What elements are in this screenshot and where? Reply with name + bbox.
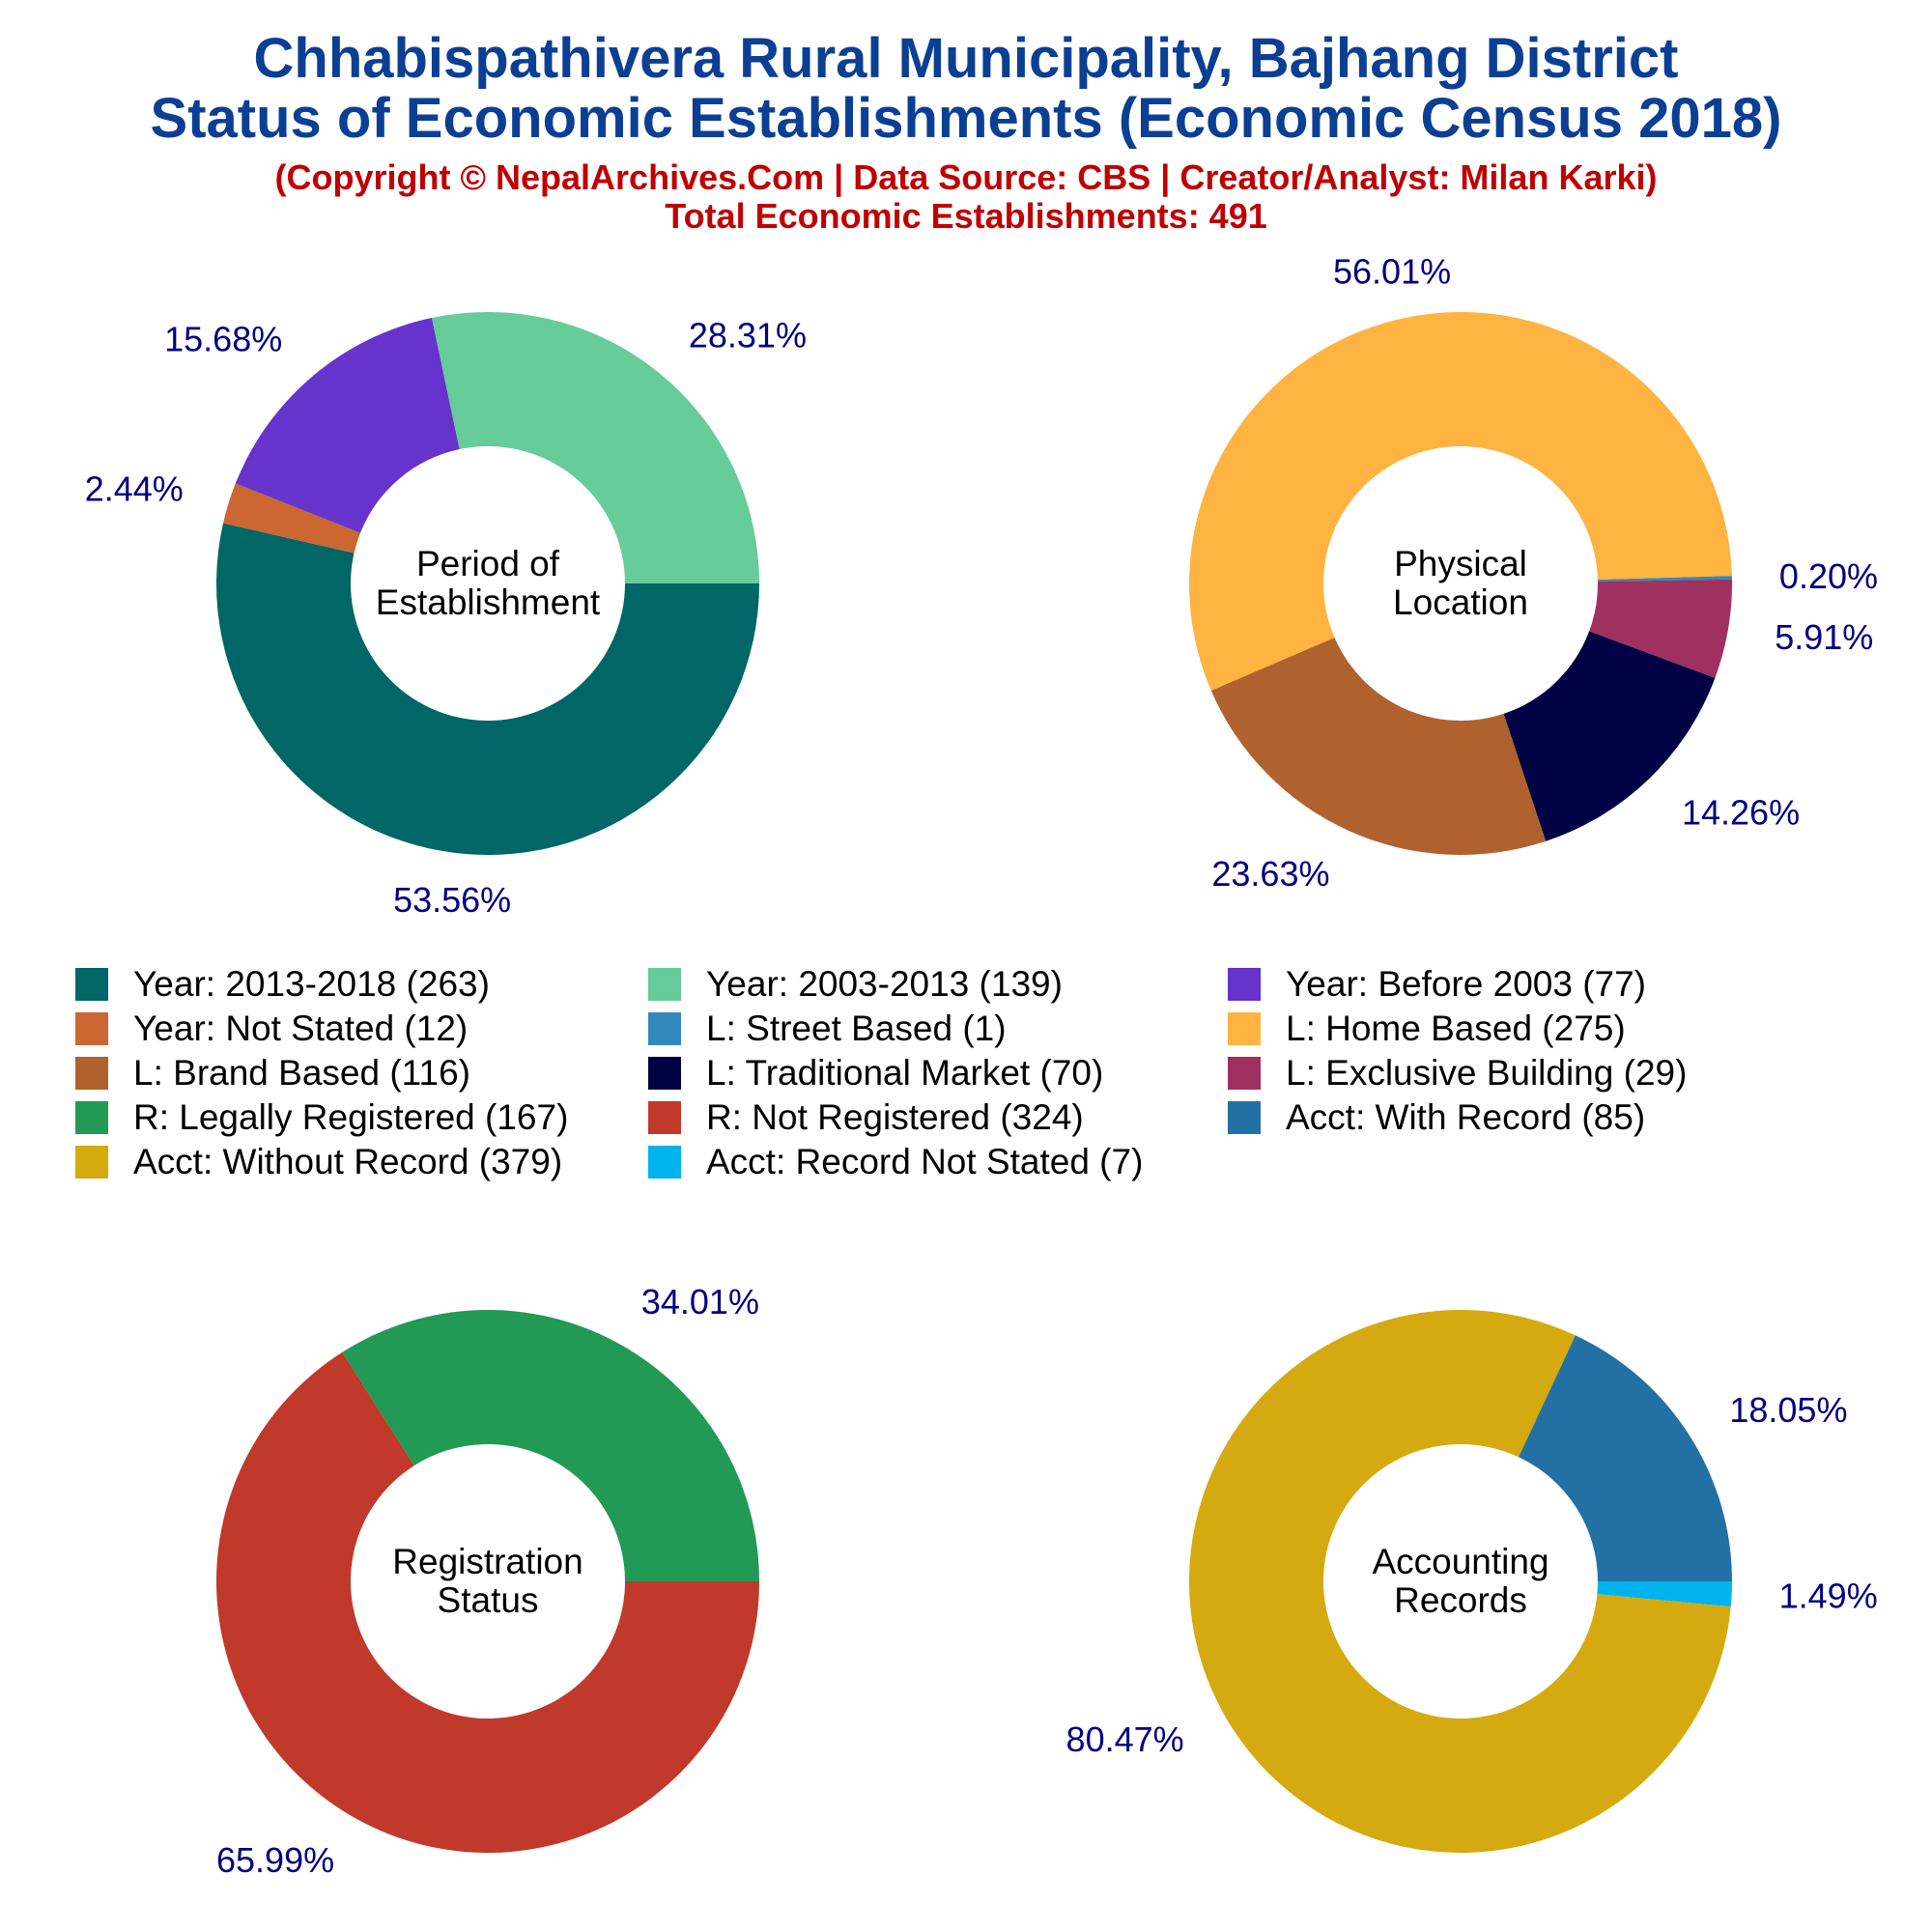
legend-label: Year: 2003-2013 (139)	[706, 964, 1063, 1004]
pie-slice-registration-1	[342, 1310, 759, 1581]
pie-slice-location-1	[1589, 579, 1732, 678]
center-label-registration-0: Registration	[392, 1542, 582, 1581]
legend-label: L: Exclusive Building (29)	[1286, 1053, 1688, 1093]
legend-label: L: Home Based (275)	[1286, 1009, 1626, 1048]
legend-label: Year: Before 2003 (77)	[1286, 964, 1646, 1004]
legend-label: Year: 2013-2018 (263)	[133, 964, 490, 1004]
legend-label: R: Not Registered (324)	[706, 1097, 1084, 1137]
percent-label-period-2: 15.68%	[164, 320, 282, 359]
percent-label-accounting-1: 80.47%	[1066, 1719, 1184, 1759]
donut-chart-location: 0.20% 5.91% 14.26% 23.63% 56.01% PhysicalLoca…	[1189, 252, 1878, 894]
legend-item: L: Brand Based (116)	[75, 1051, 470, 1095]
center-label-location-0: Physical	[1394, 544, 1527, 583]
legend-label: L: Street Based (1)	[706, 1009, 1007, 1048]
legend-swatch	[1228, 968, 1261, 1001]
legend-label: Acct: With Record (85)	[1286, 1097, 1646, 1137]
chart-title-line-1: Chhabispathivera Rural Municipality, Baj…	[253, 27, 1679, 90]
center-label-period-0: Period of	[416, 544, 560, 583]
legend-item: Acct: Record Not Stated (7)	[648, 1140, 1143, 1184]
percent-label-period-1: 2.44%	[85, 469, 184, 508]
legend-item: L: Traditional Market (70)	[648, 1051, 1103, 1095]
percent-label-location-1: 5.91%	[1775, 617, 1873, 657]
legend-swatch	[648, 968, 681, 1001]
legend-item: Acct: Without Record (379)	[75, 1140, 562, 1184]
pie-slice-accounting-2	[1519, 1335, 1732, 1581]
copyright-note: (Copyright © NepalArchives.Com | Data So…	[274, 157, 1658, 197]
legend-item: Year: 2013-2018 (263)	[75, 962, 490, 1007]
legend-label: L: Brand Based (116)	[133, 1053, 470, 1093]
legend-swatch	[75, 1146, 108, 1179]
percent-label-accounting-2: 18.05%	[1729, 1390, 1847, 1430]
pie-slice-location-2	[1503, 631, 1716, 841]
center-label-accounting-0: Accounting	[1372, 1542, 1548, 1581]
percent-label-location-4: 56.01%	[1333, 252, 1451, 292]
donut-chart-period: 53.56% 2.44% 15.68% 28.31% Period ofEstablis…	[85, 312, 807, 920]
center-label-location-1: Location	[1393, 582, 1528, 622]
percent-label-period-3: 28.31%	[689, 316, 807, 355]
legend-label: L: Traditional Market (70)	[706, 1053, 1104, 1093]
legend-swatch	[648, 1057, 681, 1090]
percent-label-registration-1: 34.01%	[641, 1282, 759, 1321]
legend-swatch	[75, 968, 108, 1001]
percent-label-location-2: 14.26%	[1682, 793, 1800, 833]
legend-item: L: Home Based (275)	[1228, 1007, 1626, 1051]
legend-item: Year: 2003-2013 (139)	[648, 962, 1063, 1007]
legend-item: Year: Before 2003 (77)	[1228, 962, 1646, 1007]
legend-item: Year: Not Stated (12)	[75, 1007, 468, 1051]
legend-swatch	[1228, 1101, 1261, 1134]
pie-slice-location-4	[1189, 312, 1732, 691]
pie-slice-accounting-0	[1597, 1581, 1732, 1607]
percent-label-registration-0: 65.99%	[216, 1840, 334, 1880]
legend-item: R: Not Registered (324)	[648, 1095, 1084, 1140]
pie-slice-registration-0	[215, 1351, 759, 1853]
legend-swatch	[1228, 1057, 1261, 1090]
legend-label: Year: Not Stated (12)	[133, 1009, 469, 1048]
total-establishments: Total Economic Establishments: 491	[665, 196, 1267, 236]
legend-label: R: Legally Registered (167)	[133, 1097, 569, 1137]
percent-label-period-0: 53.56%	[393, 880, 511, 920]
pie-slice-accounting-1	[1188, 1310, 1731, 1853]
legend-item: R: Legally Registered (167)	[75, 1095, 568, 1140]
chart-title-line-2: Status of Economic Establishments (Econo…	[150, 87, 1782, 150]
legend-swatch	[648, 1101, 681, 1134]
pie-slice-location-3	[1210, 638, 1547, 855]
percent-label-location-0: 0.20%	[1779, 556, 1878, 596]
legend-swatch	[75, 1101, 108, 1134]
legend-item: L: Exclusive Building (29)	[1228, 1051, 1687, 1095]
legend-swatch	[1228, 1012, 1261, 1045]
legend-label: Acct: Without Record (379)	[133, 1142, 563, 1181]
legend-swatch	[75, 1012, 108, 1045]
legend-swatch	[648, 1146, 681, 1179]
center-label-period-1: Establishment	[376, 582, 601, 622]
center-label-accounting-1: Records	[1394, 1580, 1527, 1620]
percent-label-location-3: 23.63%	[1211, 854, 1329, 894]
pie-slice-period-1	[223, 483, 360, 554]
legend-item: Acct: With Record (85)	[1228, 1095, 1645, 1140]
legend-swatch	[75, 1057, 108, 1090]
legend-item: L: Street Based (1)	[648, 1007, 1007, 1051]
pie-slice-period-3	[431, 312, 759, 583]
center-label-registration-1: Status	[438, 1580, 539, 1620]
legend-swatch	[648, 1012, 681, 1045]
pie-slice-period-2	[235, 318, 460, 533]
pie-slice-period-0	[215, 523, 759, 855]
legend-label: Acct: Record Not Stated (7)	[706, 1142, 1144, 1181]
percent-label-accounting-0: 1.49%	[1779, 1576, 1878, 1615]
pie-slice-location-0	[1597, 576, 1732, 582]
